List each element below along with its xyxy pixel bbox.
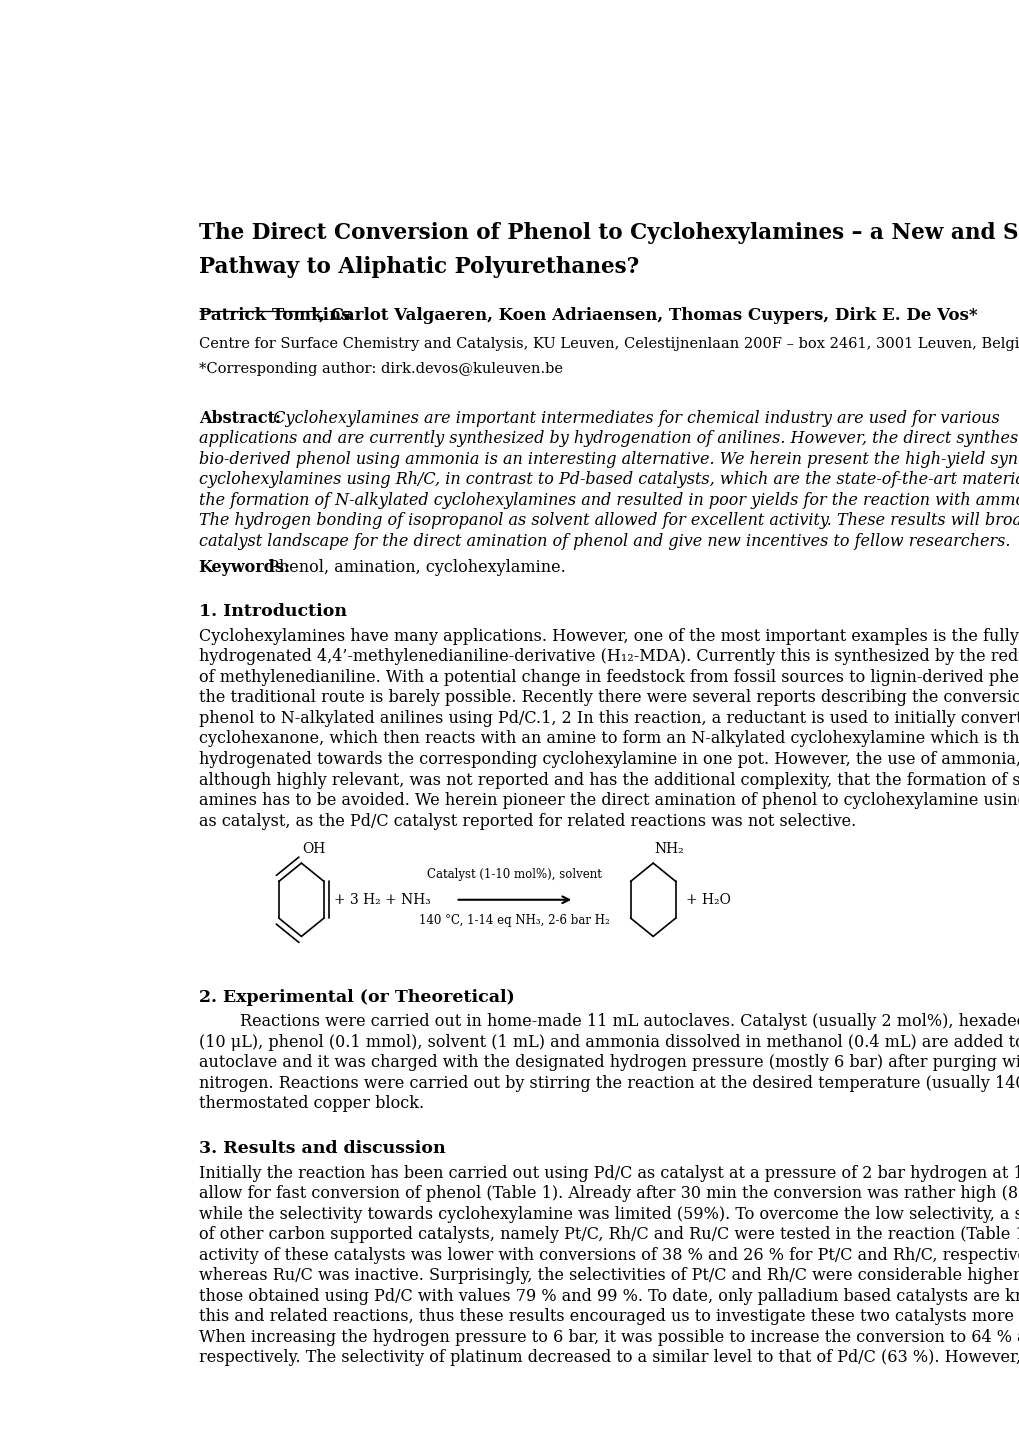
Text: bio-derived phenol using ammonia is an interesting alternative. We herein presen: bio-derived phenol using ammonia is an i… [199, 451, 1019, 467]
Text: hydrogenated towards the corresponding cyclohexylamine in one pot. However, the : hydrogenated towards the corresponding c… [199, 751, 1019, 769]
Text: The hydrogen bonding of isopropanol as solvent allowed for excellent activity. T: The hydrogen bonding of isopropanol as s… [199, 512, 1019, 529]
Text: 3. Results and discussion: 3. Results and discussion [199, 1141, 445, 1156]
Text: of methylenedianiline. With a potential change in feedstock from fossil sources : of methylenedianiline. With a potential … [199, 669, 1019, 686]
Text: The Direct Conversion of Phenol to Cyclohexylamines – a New and Sustainable: The Direct Conversion of Phenol to Cyclo… [199, 222, 1019, 244]
Text: applications and are currently synthesized by hydrogenation of anilines. However: applications and are currently synthesiz… [199, 430, 1019, 447]
Text: while the selectivity towards cyclohexylamine was limited (59%). To overcome the: while the selectivity towards cyclohexyl… [199, 1206, 1019, 1223]
Text: phenol to N-alkylated anilines using Pd/C.1, 2 In this reaction, a reductant is : phenol to N-alkylated anilines using Pd/… [199, 709, 1019, 727]
Text: Reactions were carried out in home-made 11 mL autoclaves. Catalyst (usually 2 mo: Reactions were carried out in home-made … [199, 1014, 1019, 1030]
Text: Phenol, amination, cyclohexylamine.: Phenol, amination, cyclohexylamine. [263, 559, 566, 575]
Text: although highly relevant, was not reported and has the additional complexity, th: although highly relevant, was not report… [199, 771, 1019, 789]
Text: Patrick Tomkins: Patrick Tomkins [199, 307, 350, 324]
Text: respectively. The selectivity of platinum decreased to a similar level to that o: respectively. The selectivity of platinu… [199, 1350, 1019, 1367]
Text: Centre for Surface Chemistry and Catalysis, KU Leuven, Celestijnenlaan 200F – bo: Centre for Surface Chemistry and Catalys… [199, 337, 1019, 352]
Text: activity of these catalysts was lower with conversions of 38 % and 26 % for Pt/C: activity of these catalysts was lower wi… [199, 1247, 1019, 1263]
Text: 140 °C, 1-14 eq NH₃, 2-6 bar H₂: 140 °C, 1-14 eq NH₃, 2-6 bar H₂ [419, 914, 609, 927]
Text: Initially the reaction has been carried out using Pd/C as catalyst at a pressure: Initially the reaction has been carried … [199, 1165, 1019, 1181]
Text: amines has to be avoided. We herein pioneer the direct amination of phenol to cy: amines has to be avoided. We herein pion… [199, 792, 1019, 809]
Text: Cyclohexylamines are important intermediates for chemical industry are used for : Cyclohexylamines are important intermedi… [263, 410, 1000, 427]
Text: Cyclohexylamines have many applications. However, one of the most important exam: Cyclohexylamines have many applications.… [199, 627, 1018, 645]
Text: 1. Introduction: 1. Introduction [199, 603, 346, 620]
Text: Keywords:: Keywords: [199, 559, 290, 575]
Text: catalyst landscape for the direct amination of phenol and give new incentives to: catalyst landscape for the direct aminat… [199, 532, 1009, 549]
Text: cyclohexanone, which then reacts with an amine to form an N-alkylated cyclohexyl: cyclohexanone, which then reacts with an… [199, 731, 1019, 747]
Text: those obtained using Pd/C with values 79 % and 99 %. To date, only palladium bas: those obtained using Pd/C with values 79… [199, 1288, 1019, 1305]
Text: (10 μL), phenol (0.1 mmol), solvent (1 mL) and ammonia dissolved in methanol (0.: (10 μL), phenol (0.1 mmol), solvent (1 m… [199, 1034, 1019, 1051]
Text: allow for fast conversion of phenol (Table 1). Already after 30 min the conversi: allow for fast conversion of phenol (Tab… [199, 1185, 1019, 1203]
Text: OH: OH [302, 842, 325, 857]
Text: whereas Ru/C was inactive. Surprisingly, the selectivities of Pt/C and Rh/C were: whereas Ru/C was inactive. Surprisingly,… [199, 1268, 1019, 1285]
Text: Pathway to Aliphatic Polyurethanes?: Pathway to Aliphatic Polyurethanes? [199, 257, 638, 278]
Text: NH₂: NH₂ [653, 842, 683, 857]
Text: *Corresponding author: dirk.devos@kuleuven.be: *Corresponding author: dirk.devos@kuleuv… [199, 362, 562, 376]
Text: When increasing the hydrogen pressure to 6 bar, it was possible to increase the : When increasing the hydrogen pressure to… [199, 1330, 1019, 1345]
Text: nitrogen. Reactions were carried out by stirring the reaction at the desired tem: nitrogen. Reactions were carried out by … [199, 1074, 1019, 1092]
Text: hydrogenated 4,4’-methylenedianiline-derivative (H₁₂-MDA). Currently this is syn: hydrogenated 4,4’-methylenedianiline-der… [199, 649, 1019, 665]
Text: Abstract:: Abstract: [199, 410, 280, 427]
Text: this and related reactions, thus these results encouraged us to investigate thes: this and related reactions, thus these r… [199, 1308, 1019, 1325]
Text: + H₂O: + H₂O [685, 893, 730, 907]
Text: thermostated copper block.: thermostated copper block. [199, 1094, 423, 1112]
Text: 2. Experimental (or Theoretical): 2. Experimental (or Theoretical) [199, 989, 514, 1005]
Text: the traditional route is barely possible. Recently there were several reports de: the traditional route is barely possible… [199, 689, 1019, 707]
Text: cyclohexylamines using Rh/C, in contrast to Pd-based catalysts, which are the st: cyclohexylamines using Rh/C, in contrast… [199, 472, 1019, 489]
Text: of other carbon supported catalysts, namely Pt/C, Rh/C and Ru/C were tested in t: of other carbon supported catalysts, nam… [199, 1226, 1019, 1243]
Text: the formation of N-alkylated cyclohexylamines and resulted in poor yields for th: the formation of N-alkylated cyclohexyla… [199, 492, 1019, 509]
Text: Catalyst (1-10 mol%), solvent: Catalyst (1-10 mol%), solvent [427, 868, 601, 881]
Text: autoclave and it was charged with the designated hydrogen pressure (mostly 6 bar: autoclave and it was charged with the de… [199, 1054, 1019, 1071]
Text: , Carlot Valgaeren, Koen Adriaensen, Thomas Cuypers, Dirk E. De Vos*: , Carlot Valgaeren, Koen Adriaensen, Tho… [319, 307, 976, 324]
Text: as catalyst, as the Pd/C catalyst reported for related reactions was not selecti: as catalyst, as the Pd/C catalyst report… [199, 813, 855, 829]
Text: + 3 H₂ + NH₃: + 3 H₂ + NH₃ [333, 893, 430, 907]
